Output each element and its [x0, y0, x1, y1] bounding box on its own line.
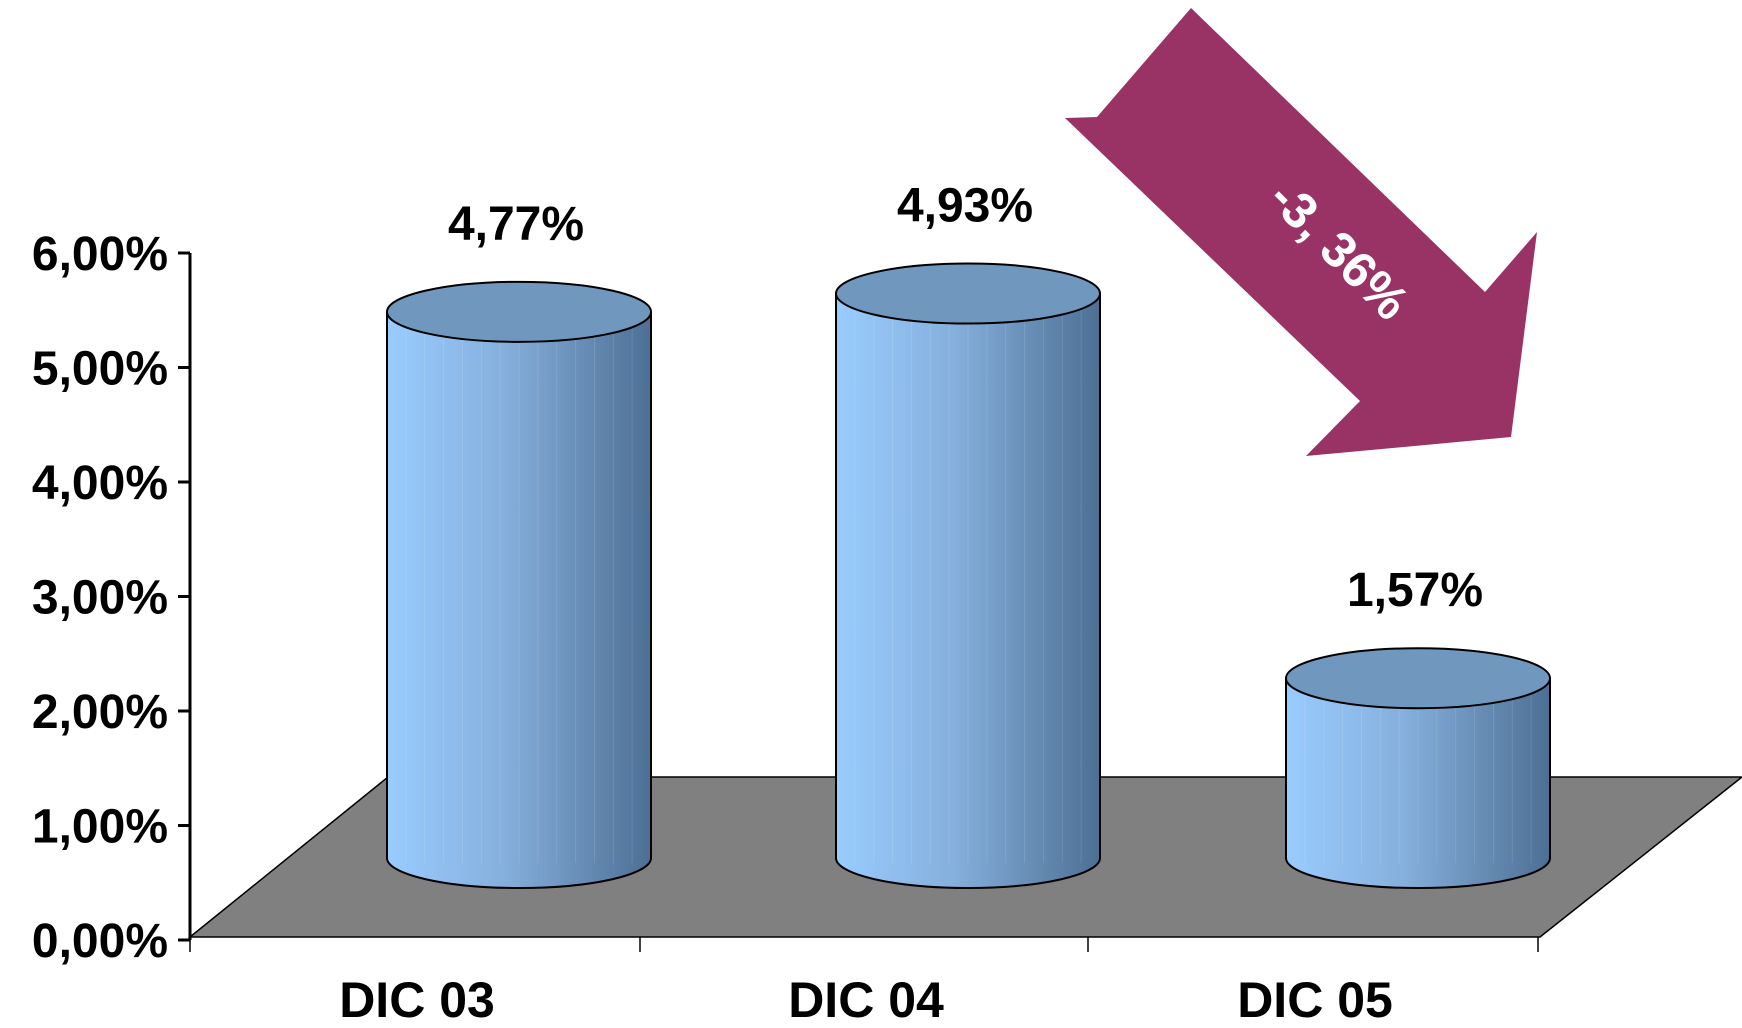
bar-body	[1285, 677, 1551, 889]
bar-dic-05	[1285, 647, 1551, 889]
x-tick-label: DIC 04	[788, 972, 944, 1028]
bars	[386, 262, 1551, 889]
bar-dic-04	[835, 262, 1101, 889]
y-tick-labels: 0,00% 1,00% 2,00% 3,00% 4,00% 5,00% 6,00%	[32, 228, 168, 968]
data-label: 1,57%	[1347, 564, 1483, 617]
bar-top	[386, 280, 652, 343]
bar-body	[835, 292, 1101, 889]
x-tick-label: DIC 05	[1237, 972, 1393, 1028]
y-tick-label: 5,00%	[32, 343, 168, 396]
data-label: 4,77%	[448, 198, 584, 251]
y-tick-label: 4,00%	[32, 457, 168, 510]
x-tick-label: DIC 03	[339, 972, 495, 1028]
y-tick-label: 2,00%	[32, 686, 168, 739]
bar-top	[835, 262, 1101, 325]
y-tick-label: 6,00%	[32, 228, 168, 281]
data-label: 4,93%	[897, 180, 1033, 233]
x-tick-labels: DIC 03 DIC 04 DIC 05	[339, 972, 1393, 1028]
y-tick-label: 1,00%	[32, 801, 168, 854]
bar-body	[386, 310, 652, 889]
y-tick-label: 3,00%	[32, 572, 168, 625]
trend-arrow: -3, 36%	[1065, 8, 1537, 456]
y-tick-label: 0,00%	[32, 915, 168, 968]
trend-arrow-shape	[1065, 8, 1537, 456]
y-axis	[178, 251, 1539, 952]
data-labels: 4,77% 4,93% 1,57%	[448, 180, 1483, 618]
bar-top	[1285, 647, 1551, 710]
bar-dic-03	[386, 280, 652, 889]
